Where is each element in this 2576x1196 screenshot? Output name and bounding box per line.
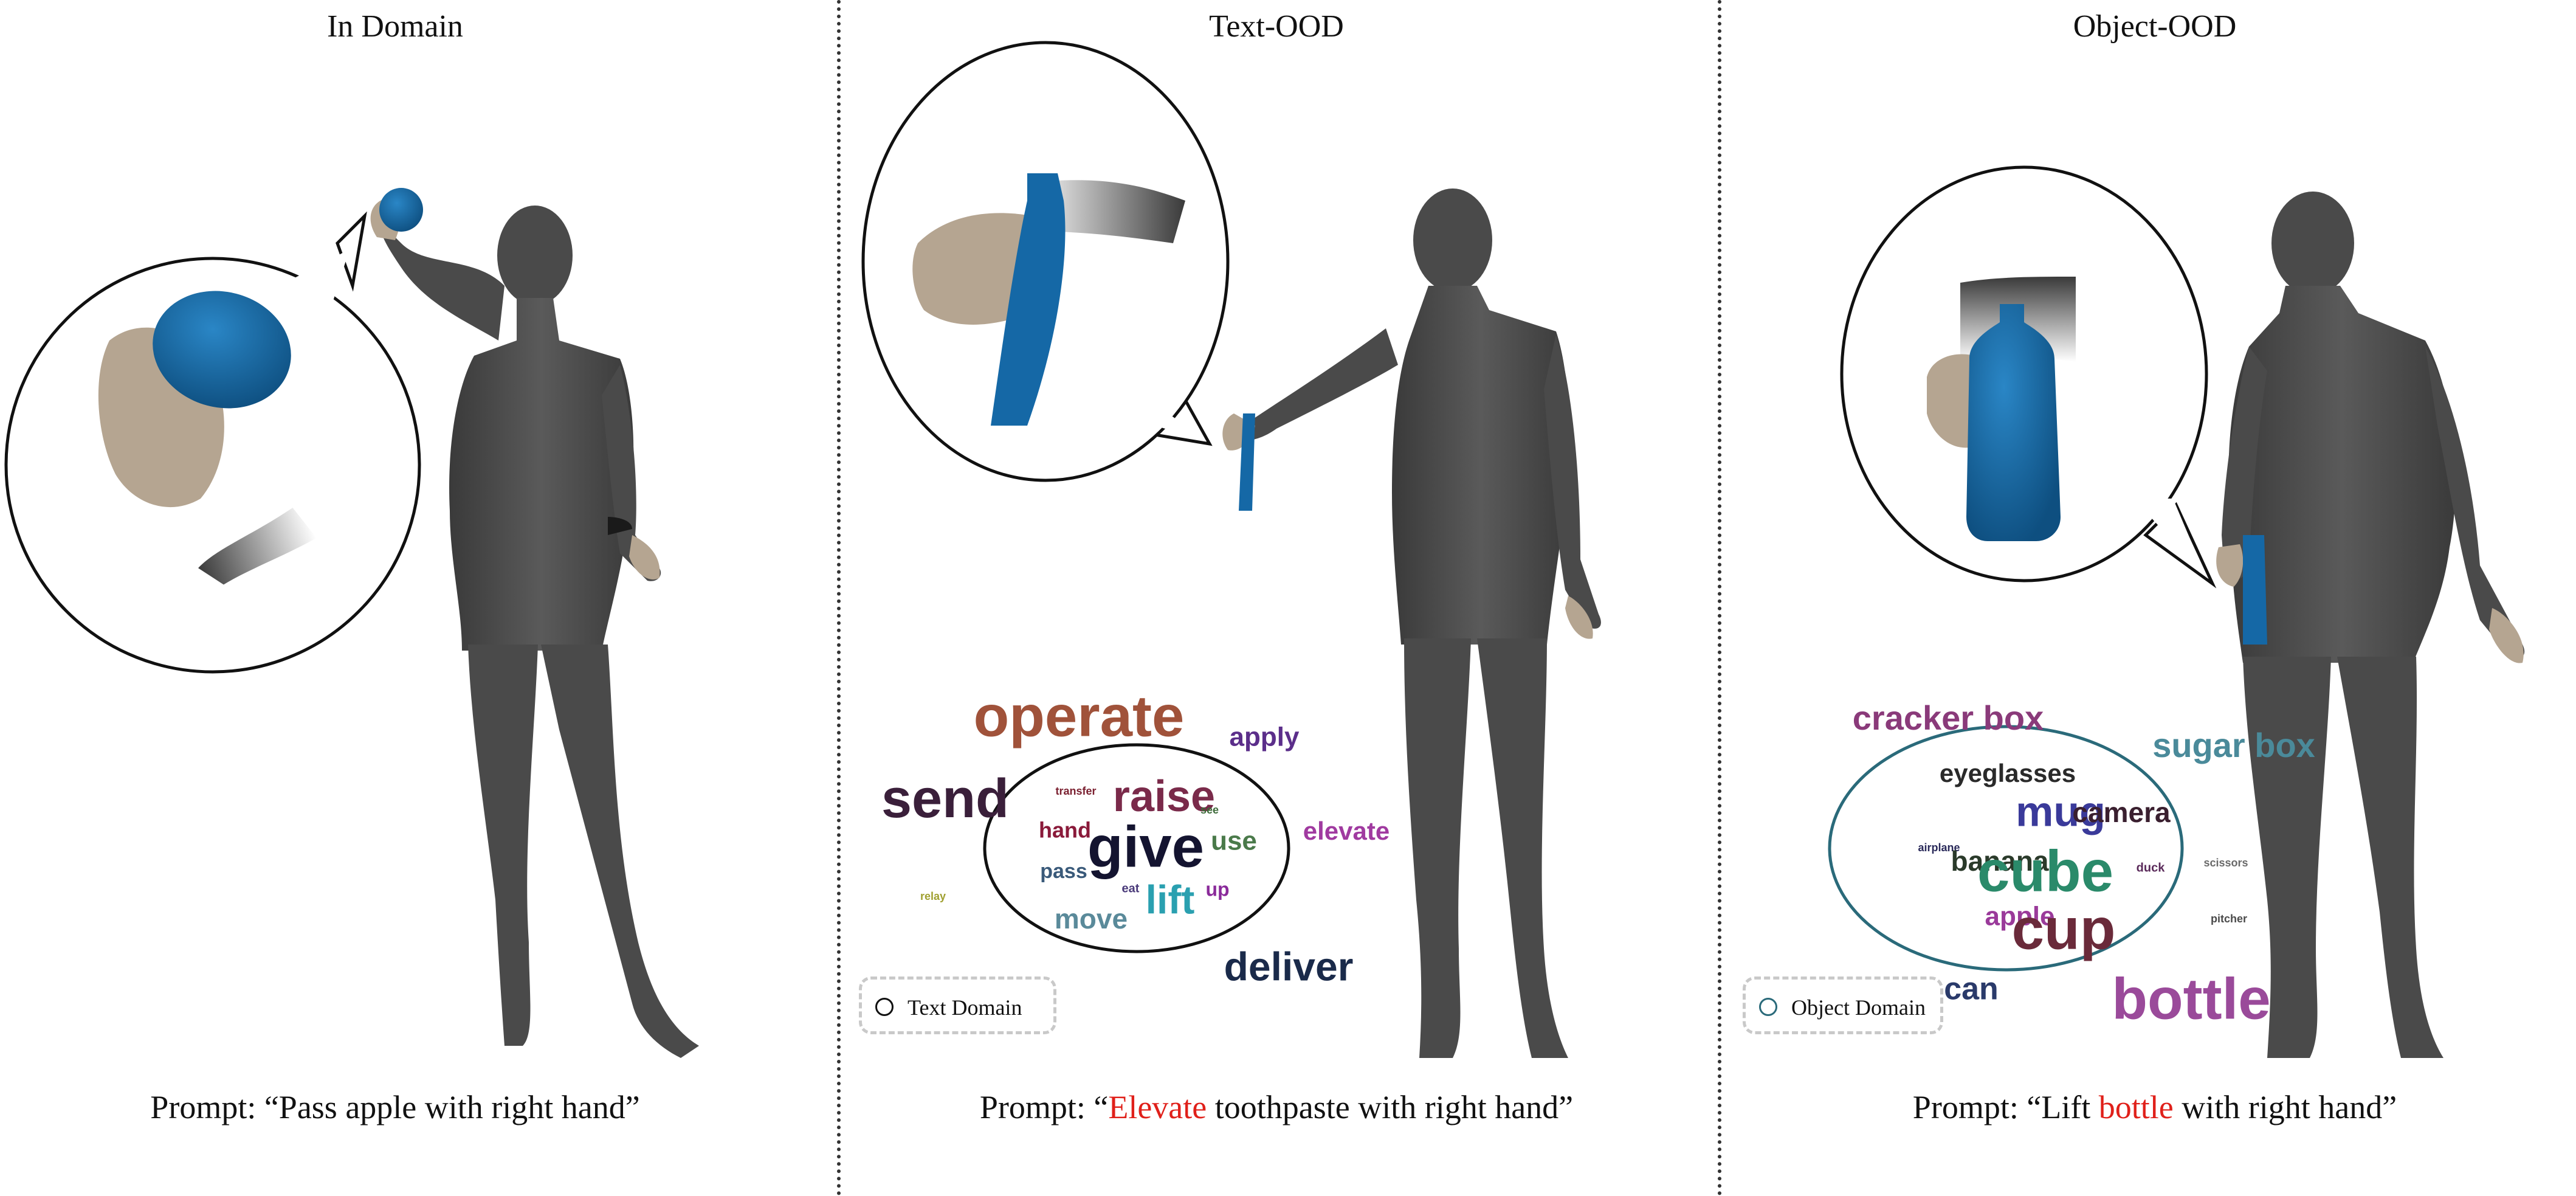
- legend-text-domain: Text Domain: [859, 977, 1056, 1034]
- word-cloud-word: can: [1944, 972, 1999, 1007]
- panel-divider-2: [1718, 0, 1721, 1196]
- word-cloud-word: duck: [2137, 861, 2166, 874]
- word-cloud-word: relay: [920, 890, 946, 902]
- word-cloud-word: cracker box: [1853, 699, 2044, 737]
- panel-title-text-ood: Text-OOD: [1209, 9, 1344, 44]
- word-cloud-word: airplane: [1918, 842, 1960, 854]
- legend-ellipse-marker: [1759, 998, 1777, 1016]
- word-cloud-word: eat: [1122, 882, 1140, 895]
- panel-divider-1: [837, 0, 841, 1196]
- word-cloud-word: apple: [1985, 902, 2055, 932]
- word-cloud-word: eyeglasses: [1940, 759, 2076, 787]
- prompt-highlight: Elevate: [1108, 1089, 1207, 1125]
- panel-title-in-domain: In Domain: [327, 9, 463, 44]
- word-cloud-word: elevate: [1303, 817, 1390, 845]
- prompt-text-ood: Prompt: “Elevate toothpaste with right h…: [980, 1088, 1573, 1126]
- prompt-text: with right hand”: [2173, 1089, 2397, 1125]
- object-domain-ellipse: [1828, 725, 2184, 972]
- word-cloud-word: cup: [2012, 896, 2116, 961]
- word-cloud-word: raise: [1113, 772, 1215, 821]
- word-cloud-word: hand: [1039, 818, 1091, 843]
- word-cloud-word: pitcher: [2211, 913, 2247, 925]
- word-cloud-word: see: [1200, 804, 1219, 816]
- word-cloud-word: bottle: [2112, 966, 2270, 1031]
- prompt-in-domain: Prompt: “Pass apple with right hand”: [150, 1088, 639, 1126]
- legend-label-object-domain: Object Domain: [1791, 995, 1926, 1020]
- word-cloud-word: lift: [1146, 877, 1195, 922]
- prompt-highlight: bottle: [2098, 1089, 2174, 1125]
- word-cloud-word: deliver: [1224, 944, 1354, 989]
- word-cloud-word: up: [1205, 878, 1229, 900]
- word-cloud-word: apply: [1230, 722, 1300, 752]
- zoom-bubble-object-ood: [1840, 165, 2217, 589]
- word-cloud-word: send: [881, 769, 1009, 829]
- prompt-object-ood: Prompt: “Lift bottle with right hand”: [1913, 1088, 2397, 1126]
- word-cloud-word: camera: [2072, 797, 2171, 828]
- zoom-bubble-in-domain: [4, 211, 421, 674]
- human-figure-in-domain: [370, 188, 699, 1058]
- zoom-bubble-text-ood: [861, 41, 1230, 482]
- legend-object-domain: Object Domain: [1743, 977, 1943, 1034]
- human-figure-object-ood: [2216, 192, 2525, 1058]
- word-cloud-word: scissors: [2203, 857, 2248, 869]
- word-cloud-word: give: [1087, 814, 1204, 879]
- word-cloud-word: sugar box: [2152, 726, 2315, 764]
- human-figure-text-ood: [1222, 188, 1601, 1058]
- word-cloud-word: mug: [2016, 787, 2106, 835]
- word-cloud-word: banana: [1951, 845, 2048, 877]
- prompt-text: toothpaste with right hand”: [1207, 1089, 1574, 1125]
- word-cloud-word: transfer: [1055, 785, 1096, 797]
- text-domain-ellipse: [983, 743, 1290, 953]
- word-cloud-word: cube: [1977, 838, 2113, 904]
- word-cloud-word: operate: [974, 683, 1185, 748]
- prompt-text: Prompt: “: [979, 1089, 1109, 1125]
- word-cloud-word: pass: [1040, 860, 1087, 883]
- word-cloud-word: move: [1055, 903, 1128, 935]
- prompt-text: Prompt: “Lift: [1912, 1089, 2099, 1125]
- legend-label-text-domain: Text Domain: [907, 995, 1022, 1020]
- word-cloud-word: use: [1211, 826, 1257, 856]
- prompt-text: Prompt: “Pass apple with right hand”: [150, 1089, 640, 1125]
- panel-title-object-ood: Object-OOD: [2073, 9, 2237, 44]
- legend-ellipse-marker: [875, 998, 894, 1016]
